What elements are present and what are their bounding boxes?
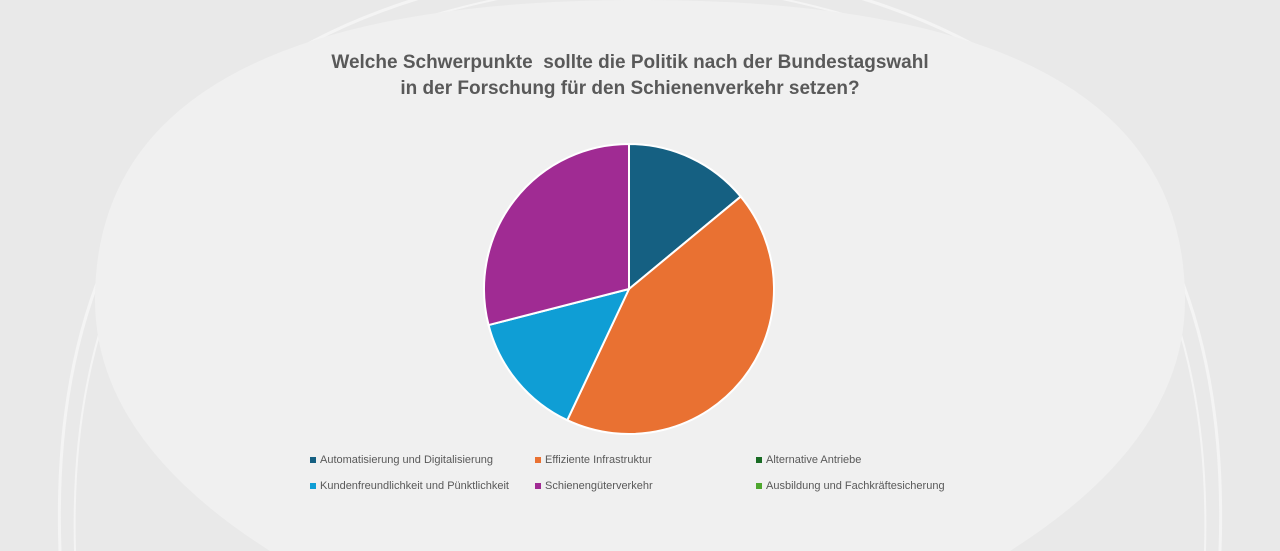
legend-swatch	[535, 483, 541, 489]
legend-label: Effiziente Infrastruktur	[545, 454, 652, 466]
pie-slice-4	[483, 142, 630, 327]
pie-slice-0	[628, 142, 743, 292]
legend-label: Automatisierung und Digitalisierung	[320, 454, 494, 466]
legend-item-4: Schienengüterverkehr	[535, 480, 653, 492]
legend-label: Kundenfreundlichkeit und Pünktlichkeit	[320, 480, 509, 492]
legend-item-0: Automatisierung und Digitalisierung	[310, 454, 493, 466]
legend-label: Alternative Antriebe	[766, 454, 862, 466]
legend-item-5: Ausbildung und Fachkräftesicherung	[756, 480, 945, 492]
pie-slice-3	[487, 287, 631, 422]
pie-slice-1	[565, 195, 775, 435]
legend-item-3: Kundenfreundlichkeit und Pünktlichkeit	[310, 480, 509, 492]
legend-swatch	[310, 457, 316, 463]
legend-label: Ausbildung und Fachkräftesicherung	[766, 480, 945, 492]
legend-swatch	[535, 457, 541, 463]
chart-title: Welche Schwerpunkte sollte die Politik n…	[331, 52, 929, 99]
legend-swatch	[310, 483, 316, 489]
legend-item-2: Alternative Antriebe	[756, 454, 861, 466]
legend-item-1: Effiziente Infrastruktur	[535, 454, 652, 466]
legend-swatch	[756, 457, 762, 463]
legend-swatch	[756, 483, 762, 489]
legend-label: Schienengüterverkehr	[545, 480, 653, 492]
